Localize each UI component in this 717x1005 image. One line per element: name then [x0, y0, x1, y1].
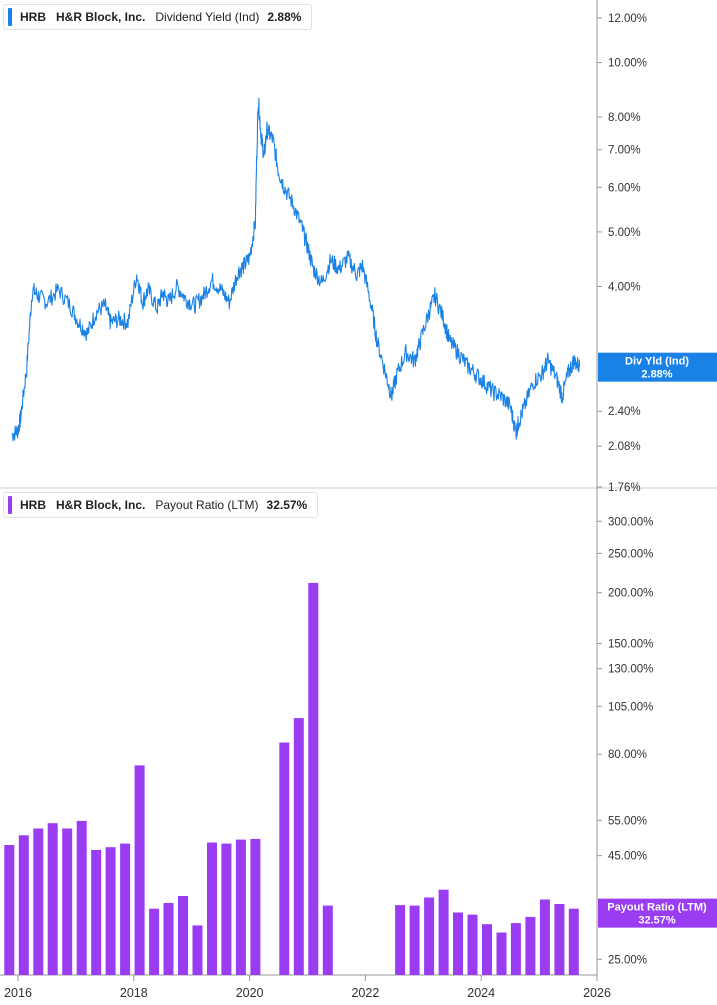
payout-bar — [134, 765, 145, 975]
payout-tick-label: 105.00% — [608, 701, 653, 713]
dividend-yield-line — [11, 97, 581, 442]
yield-legend-value: 2.88% — [267, 10, 302, 24]
payout-tick-label: 45.00% — [608, 851, 647, 863]
yield-current-tag — [598, 352, 717, 382]
payout-bar — [91, 849, 102, 975]
payout-bar — [525, 916, 536, 975]
payout-tick-label: 55.00% — [608, 815, 647, 827]
payout-bar — [47, 823, 58, 975]
payout-bar — [163, 903, 174, 975]
yield-current-tag-label: Div Yld (Ind) — [625, 356, 689, 368]
payout-bar — [539, 899, 550, 975]
payout-current-tag-label: Payout Ratio (LTM) — [607, 902, 707, 914]
payout-bar — [424, 897, 435, 975]
payout-bar — [279, 742, 290, 975]
yield-series-swatch — [8, 8, 12, 26]
payout-bar — [120, 843, 131, 975]
yield-tick-label: 1.76% — [608, 482, 641, 494]
payout-bar — [207, 842, 217, 975]
payout-bar — [554, 904, 565, 975]
payout-current-tag — [598, 898, 717, 928]
x-tick-label: 2022 — [351, 986, 379, 1000]
payout-legend-ticker: HRB — [20, 498, 46, 512]
yield-tick-label: 7.00% — [608, 145, 641, 157]
payout-tick-label: 200.00% — [608, 588, 653, 600]
payout-bar — [62, 828, 73, 975]
payout-bar — [250, 838, 261, 975]
payout-bar — [322, 905, 333, 975]
payout-bar — [149, 908, 160, 975]
payout-bar — [105, 847, 116, 975]
payout-tick-label: 130.00% — [608, 664, 653, 676]
yield-legend-metric: Dividend Yield (Ind) — [155, 10, 260, 24]
payout-bar — [293, 718, 304, 975]
yield-tick-label: 10.00% — [608, 58, 647, 70]
x-tick-label: 2016 — [4, 986, 32, 1000]
yield-tick-label: 6.00% — [608, 182, 641, 194]
payout-bar — [221, 843, 232, 975]
payout-bar — [178, 896, 188, 975]
payout-bar — [510, 923, 521, 975]
payout-tick-label: 80.00% — [608, 749, 647, 761]
yield-current-tag-value: 2.88% — [641, 369, 672, 381]
yield-legend-ticker: HRB — [20, 10, 46, 24]
payout-bar — [395, 905, 406, 975]
payout-bar — [438, 889, 449, 975]
yield-tick-label: 5.00% — [608, 227, 641, 239]
payout-bar — [18, 835, 29, 975]
payout-bar — [33, 828, 44, 975]
payout-legend-metric: Payout Ratio (LTM) — [155, 498, 259, 512]
payout-legend: HRB H&R Block, Inc. Payout Ratio (LTM) 3… — [3, 492, 319, 518]
payout-bar — [453, 912, 463, 975]
yield-tick-label: 12.00% — [608, 13, 647, 25]
x-tick-label: 2018 — [120, 986, 148, 1000]
payout-tick-label: 25.00% — [608, 954, 647, 966]
payout-bar — [467, 914, 478, 975]
yield-tick-label: 8.00% — [608, 112, 641, 124]
yield-tick-label: 2.40% — [608, 406, 641, 418]
yield-legend-company: H&R Block, Inc. — [56, 10, 146, 24]
payout-bar — [308, 582, 319, 975]
payout-current-tag-value: 32.57% — [638, 915, 676, 927]
x-tick-label: 2026 — [583, 986, 611, 1000]
payout-bar — [496, 932, 507, 975]
payout-bar — [235, 839, 246, 975]
payout-series-swatch — [8, 496, 12, 514]
payout-bar — [192, 925, 203, 975]
payout-bar — [568, 908, 579, 975]
payout-tick-label: 150.00% — [608, 638, 653, 650]
payout-bar — [482, 924, 492, 975]
payout-legend-company: H&R Block, Inc. — [56, 498, 146, 512]
payout-bar — [409, 905, 420, 975]
yield-tick-label: 2.08% — [608, 441, 641, 453]
yield-tick-label: 4.00% — [608, 281, 641, 293]
payout-bar — [76, 820, 87, 975]
payout-bar — [4, 845, 15, 975]
x-tick-label: 2020 — [236, 986, 264, 1000]
yield-legend: HRB H&R Block, Inc. Dividend Yield (Ind)… — [3, 4, 313, 30]
payout-legend-value: 32.57% — [266, 498, 308, 512]
x-tick-label: 2024 — [467, 986, 495, 1000]
payout-tick-label: 250.00% — [608, 548, 653, 560]
payout-tick-label: 300.00% — [608, 516, 653, 528]
